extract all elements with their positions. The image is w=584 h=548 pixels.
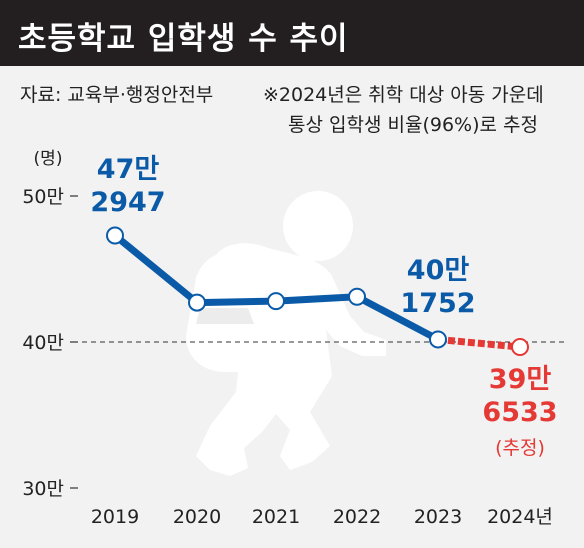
x-tick-label: 2020 bbox=[173, 506, 221, 528]
data-point bbox=[267, 292, 285, 311]
chart-title: 초등학교 입학생 수 추이 bbox=[18, 21, 349, 57]
series-line-estimate bbox=[437, 335, 521, 351]
x-tick-label: 2023 bbox=[414, 506, 462, 528]
data-label: 47만 bbox=[97, 154, 160, 185]
data-label: 1752 bbox=[400, 288, 475, 319]
estimate-note-line2: 통상 입학생 비율(96%)로 추정 bbox=[288, 114, 538, 136]
data-label: 39만 bbox=[489, 364, 552, 395]
title-bar: 초등학교 입학생 수 추이 bbox=[0, 0, 584, 66]
data-point bbox=[106, 226, 124, 245]
child-silhouette-icon bbox=[186, 191, 386, 476]
estimate-label: (추정) bbox=[495, 437, 545, 459]
x-tick-label: 2019 bbox=[91, 506, 139, 528]
x-tick-label: 2024년 bbox=[487, 506, 553, 528]
data-label: 2947 bbox=[90, 187, 165, 218]
data-label: 40만 bbox=[407, 255, 470, 286]
data-point bbox=[348, 287, 366, 306]
y-tick-label: 40만 bbox=[22, 332, 64, 354]
x-tick-label: 2022 bbox=[333, 506, 381, 528]
data-label: 6533 bbox=[482, 397, 557, 428]
data-point bbox=[511, 338, 529, 357]
y-tick-label: 30만 bbox=[22, 478, 64, 500]
x-tick-label: 2021 bbox=[252, 506, 300, 528]
y-tick-label: 50만 bbox=[22, 186, 64, 208]
source-label: 자료: 교육부·행정안전부 bbox=[20, 84, 214, 106]
y-unit-label: (명) bbox=[34, 149, 63, 169]
estimate-note-line1: ※2024년은 취학 대상 아동 가운데 bbox=[263, 84, 544, 106]
data-point bbox=[188, 293, 206, 312]
data-point bbox=[429, 330, 447, 349]
